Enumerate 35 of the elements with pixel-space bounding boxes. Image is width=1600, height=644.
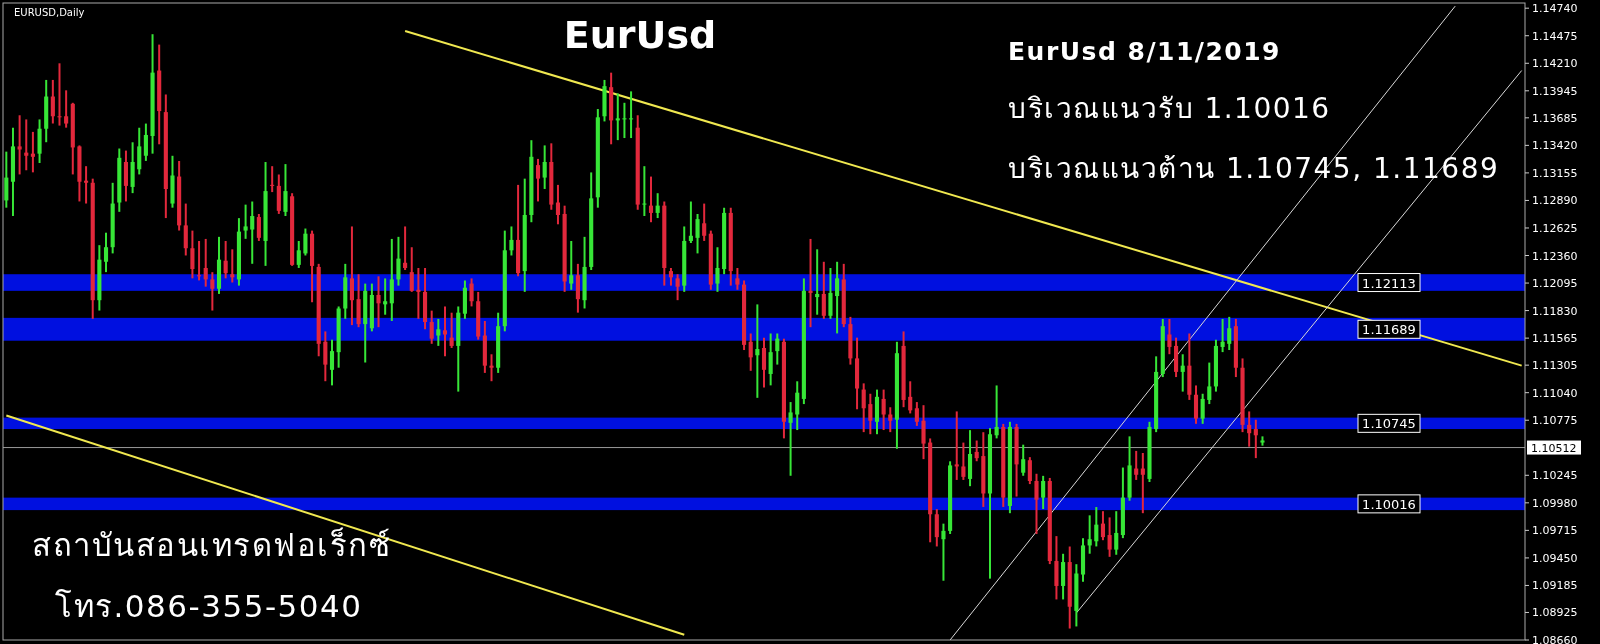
y-tick-label: 1.08660 [1532,634,1578,644]
y-tick-label: 1.13420 [1532,139,1578,153]
y-tick-label: 1.09450 [1532,551,1578,565]
y-tick-label: 1.11040 [1532,386,1578,400]
annotation: EurUsd 8/11/2019 [1008,37,1282,66]
y-tick-label: 1.11565 [1532,332,1578,346]
annotation: บริเวณแนวรับ 1.10016 [1008,92,1331,125]
y-tick-label: 1.11305 [1532,359,1578,373]
annotation: EURUSD,Daily [14,7,85,18]
y-tick-label: 1.10245 [1532,469,1578,483]
y-tick-label: 1.08925 [1532,606,1578,620]
y-tick-label: 1.13685 [1532,111,1578,125]
y-tick-label: 1.12890 [1532,194,1578,208]
y-tick-label: 1.14475 [1532,29,1578,43]
y-tick-label: 1.13945 [1532,84,1578,98]
y-tick-label: 1.12095 [1532,277,1578,291]
band-label: 1.12113 [1362,275,1416,291]
band-label: 1.11689 [1362,322,1416,338]
annotation: โทร.086-355-5040 [55,588,363,624]
band-label: 1.10016 [1362,496,1416,512]
y-tick-label: 1.10775 [1532,414,1578,428]
y-tick-label: 1.09185 [1532,579,1578,593]
y-tick-label: 1.13155 [1532,166,1578,180]
y-tick-label: 1.11830 [1532,304,1578,318]
y-tick-label: 1.12360 [1532,249,1578,263]
band-label: 1.10745 [1362,416,1416,432]
y-tick-label: 1.14740 [1532,2,1578,16]
y-tick-label: 1.09980 [1532,496,1578,510]
annotation: บริเวณแนวต้าน 1.10745, 1.11689 [1008,152,1500,185]
y-tick-label: 1.14210 [1532,57,1578,71]
y-tick-label: 1.09715 [1532,524,1578,538]
chart-title: EurUsd [563,13,717,57]
y-tick-label: 1.12625 [1532,221,1578,235]
ref-line-label: 1.10512 [1531,441,1577,455]
annotation: สถาบันสอนเทรดฟอเร็กซ์ [32,527,391,563]
